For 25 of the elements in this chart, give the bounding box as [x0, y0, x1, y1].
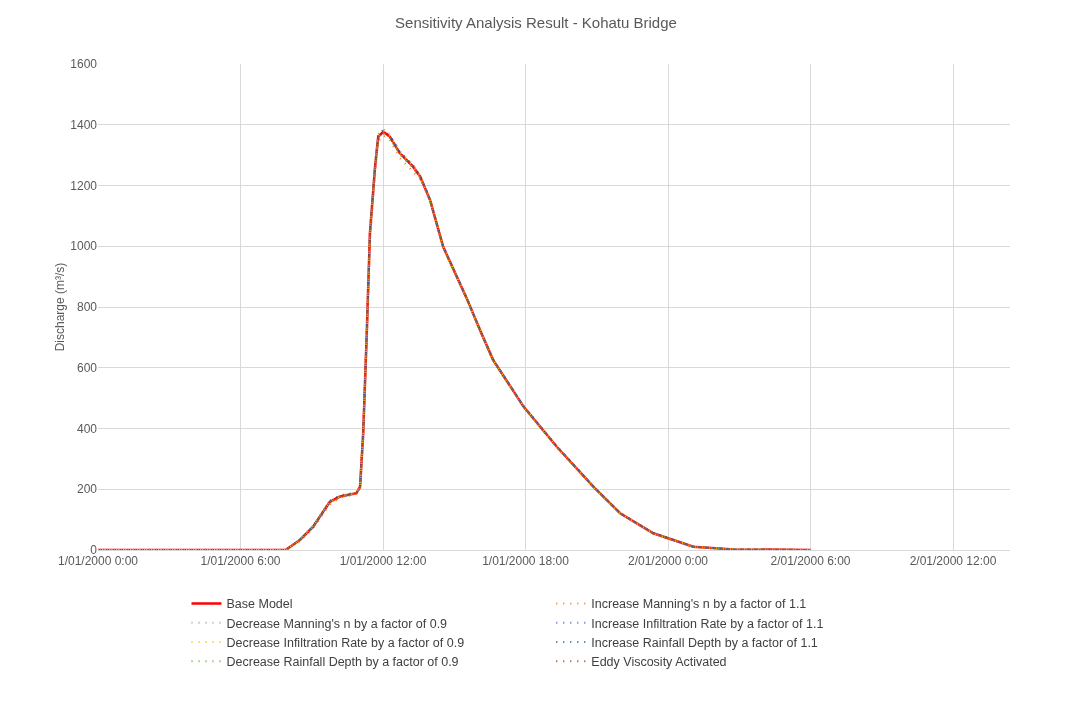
x-tick-label: 1/01/2000 6:00 [200, 554, 281, 569]
y-tick-label: 1000 [70, 239, 98, 254]
legend-label: Decrease Manning's n by a factor of 0.9 [226, 616, 448, 631]
legend-label: Decrease Rainfall Depth by a factor of 0.9 [226, 655, 459, 670]
legend-label: Increase Manning's n by a factor of 1.1 [591, 597, 807, 612]
x-tick-label: 1/01/2000 12:00 [339, 554, 427, 569]
y-tick-label: 1200 [70, 178, 98, 193]
chart-title: Sensitivity Analysis Result - Kohatu Bridge [395, 14, 677, 32]
x-tick-label: 1/01/2000 18:00 [482, 554, 570, 569]
legend-label: Increase Infiltration Rate by a factor of 1.1 [591, 616, 824, 631]
y-tick-label: 400 [76, 421, 98, 436]
legend-label: Base Model [226, 597, 293, 612]
y-tick-label: 800 [76, 300, 98, 315]
legend-label: Eddy Viscosity Activated [591, 655, 727, 670]
y-tick-label: 200 [76, 482, 98, 497]
x-tick-label: 2/01/2000 6:00 [770, 554, 851, 569]
x-tick-label: 2/01/2000 0:00 [627, 554, 709, 569]
legend-label: Decrease Infiltration Rate by a factor of 0.9 [226, 635, 465, 650]
x-tick-label: 1/01/2000 0:00 [57, 554, 139, 569]
y-tick-label: 1600 [70, 57, 98, 72]
y-tick-label: 1400 [70, 117, 98, 132]
legend-label: Increase Rainfall Depth by a factor of 1.1 [591, 635, 818, 650]
x-tick-label: 2/01/2000 12:00 [909, 554, 997, 569]
y-tick-label: 600 [76, 360, 98, 375]
y-axis-title: Discharge (m³/s) [53, 262, 67, 352]
